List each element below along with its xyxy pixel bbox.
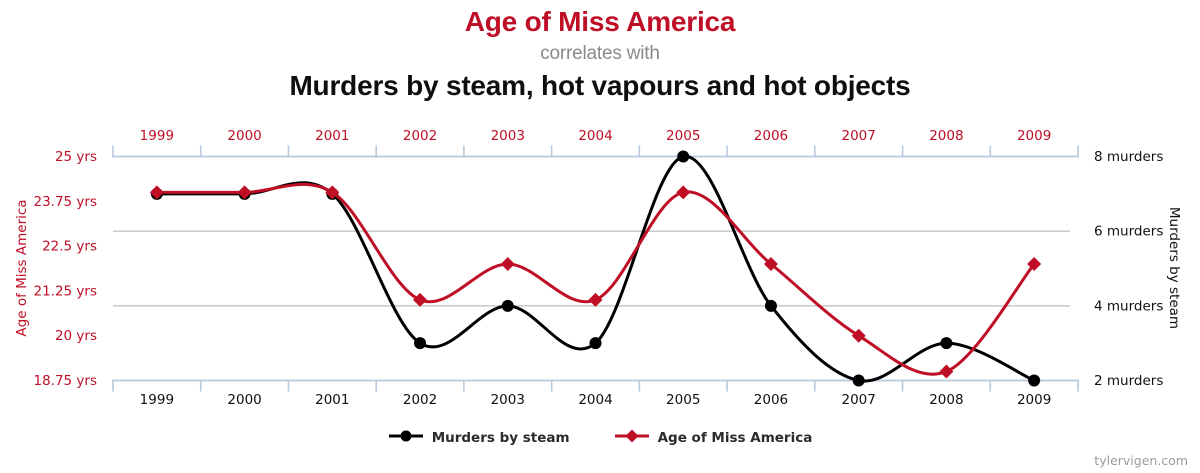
left-axis-title: Age of Miss America: [14, 199, 30, 336]
chart-title-connector: correlates with: [540, 43, 660, 64]
legend-label: Murders by steam: [431, 430, 570, 446]
legend-item-age-of-miss-america: Age of Miss America: [614, 428, 813, 448]
svg-text:2002: 2002: [403, 392, 437, 408]
black-circle-line-icon: [388, 428, 424, 448]
svg-text:6 murders: 6 murders: [1094, 224, 1163, 240]
svg-text:2002: 2002: [403, 128, 437, 144]
svg-text:2005: 2005: [666, 128, 700, 144]
svg-text:2000: 2000: [227, 128, 261, 144]
svg-text:2009: 2009: [1017, 392, 1051, 408]
chart-title-bottom: Murders by steam, hot vapours and hot ob…: [289, 70, 911, 101]
svg-text:2007: 2007: [842, 392, 876, 408]
svg-text:2001: 2001: [315, 128, 349, 144]
svg-text:23.75 yrs: 23.75 yrs: [33, 194, 97, 210]
chart-title-top: Age of Miss America: [464, 6, 736, 37]
svg-text:20 yrs: 20 yrs: [55, 328, 97, 344]
svg-text:21.25 yrs: 21.25 yrs: [33, 283, 97, 299]
right-axis-title: Murders by steam: [1166, 207, 1182, 329]
svg-text:2 murders: 2 murders: [1094, 373, 1163, 389]
chart-legend: Murders by steam Age of Miss America: [0, 427, 1200, 449]
svg-text:2000: 2000: [227, 392, 261, 408]
svg-text:1999: 1999: [140, 392, 174, 408]
svg-text:22.5 yrs: 22.5 yrs: [42, 239, 97, 255]
svg-text:2008: 2008: [929, 128, 963, 144]
svg-text:2003: 2003: [491, 392, 525, 408]
svg-text:2003: 2003: [491, 128, 525, 144]
svg-text:2004: 2004: [578, 128, 612, 144]
svg-text:25 yrs: 25 yrs: [55, 149, 97, 165]
svg-text:2006: 2006: [754, 128, 788, 144]
svg-text:4 murders: 4 murders: [1094, 298, 1163, 314]
svg-text:2005: 2005: [666, 392, 700, 408]
svg-text:2008: 2008: [929, 392, 963, 408]
svg-text:1999: 1999: [140, 128, 174, 144]
svg-text:2009: 2009: [1017, 128, 1051, 144]
svg-text:2007: 2007: [842, 128, 876, 144]
watermark-tylervigen: tylervigen.com: [1094, 453, 1188, 468]
svg-text:2006: 2006: [754, 392, 788, 408]
svg-text:2004: 2004: [578, 392, 612, 408]
svg-text:8 murders: 8 murders: [1094, 149, 1163, 165]
red-diamond-line-icon: [614, 428, 650, 448]
svg-text:18.75 yrs: 18.75 yrs: [33, 373, 97, 389]
legend-label: Age of Miss America: [657, 430, 813, 446]
legend-item-murders-by-steam: Murders by steam: [388, 428, 570, 448]
svg-text:2001: 2001: [315, 392, 349, 408]
